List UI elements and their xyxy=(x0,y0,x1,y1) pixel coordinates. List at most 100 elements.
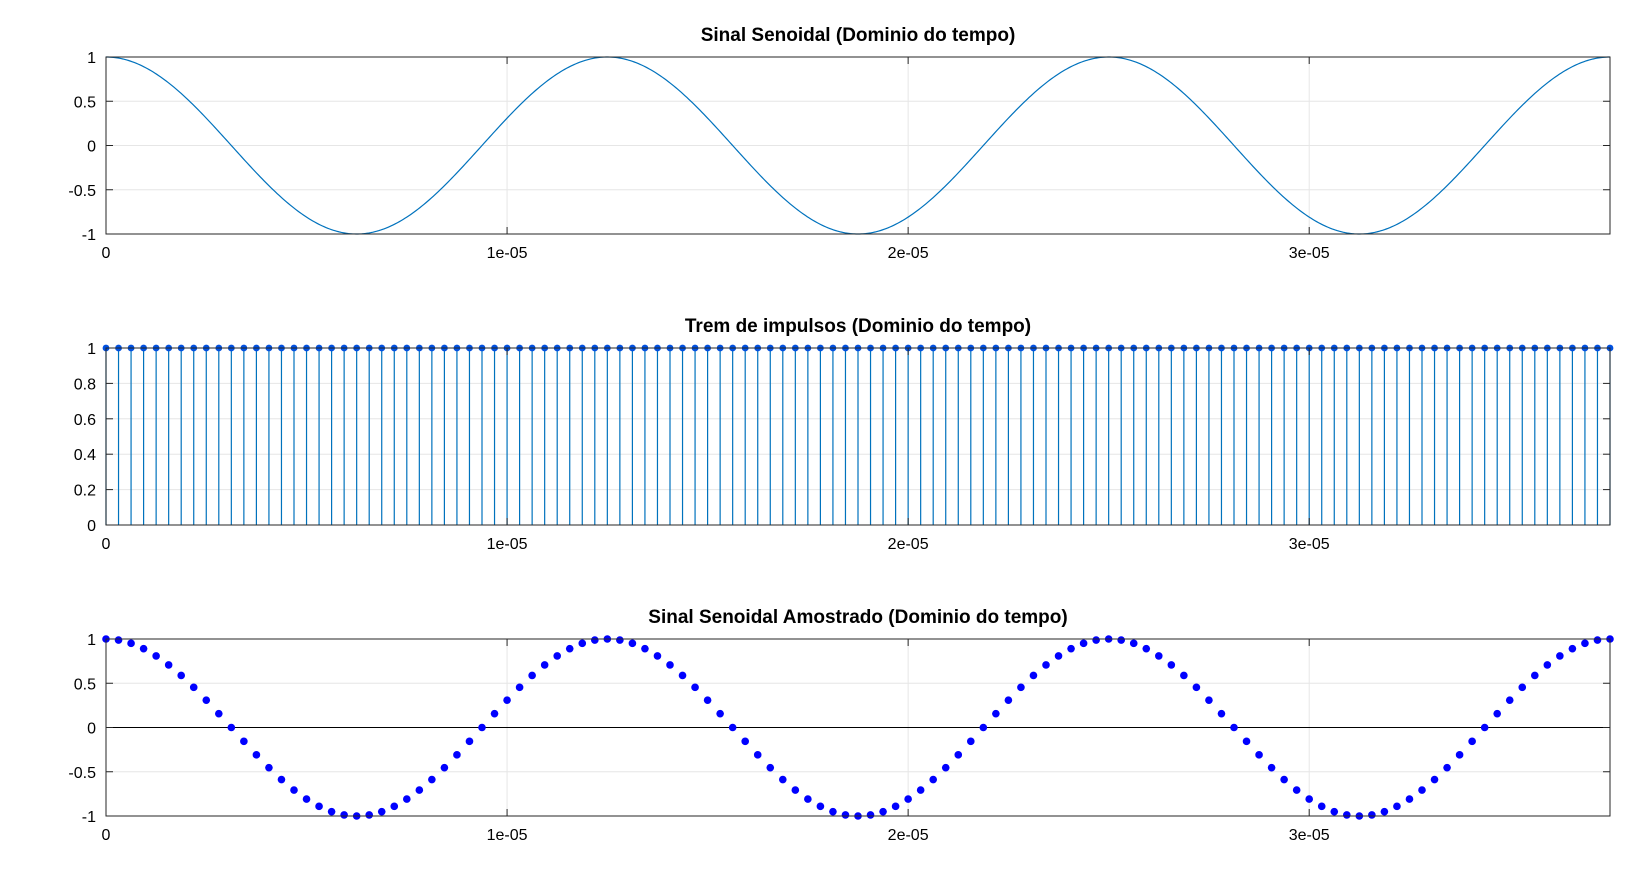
sampled-ytick-label-0: 1 xyxy=(87,632,96,649)
sampled-sine-plot-title: Sinal Senoidal Amostrado (Dominio do tem… xyxy=(648,607,1067,628)
impulse-train-plot-title: Trem de impulsos (Dominio do tempo) xyxy=(685,316,1031,337)
sampled-sample-point-2 xyxy=(127,639,135,648)
sampled-sample-point-119 xyxy=(1593,636,1602,644)
sampled-sample-point-78 xyxy=(1079,639,1088,648)
sampled-ytick-label-4: -1 xyxy=(82,809,96,826)
sampled-sample-point-70 xyxy=(979,723,988,732)
sampled-sample-point-82 xyxy=(1129,639,1138,648)
sampled-sample-point-38 xyxy=(578,639,587,648)
sampled-sample-point-14 xyxy=(277,775,286,784)
sine-xtick-label-2: 2e-05 xyxy=(888,245,929,262)
sampled-sample-point-58 xyxy=(829,807,837,816)
sampled-sample-point-112 xyxy=(1505,696,1514,704)
sine-ytick-label-1: 0.5 xyxy=(74,94,96,111)
sampled-sample-point-62 xyxy=(879,807,887,816)
sampled-sample-point-39 xyxy=(591,636,599,644)
sine-plot-panel: Sinal Senoidal (Dominio do tempo) 0 1e-05… xyxy=(68,25,1611,262)
sampled-sample-point-50 xyxy=(728,723,737,732)
sampled-sample-point-108 xyxy=(1455,751,1464,759)
sine-ytick-label-4: -1 xyxy=(82,227,96,244)
sampled-sample-point-31 xyxy=(490,709,499,718)
sampled-sample-point-84 xyxy=(1155,652,1163,660)
sampled-sample-point-41 xyxy=(616,636,624,644)
sampled-sample-point-55 xyxy=(791,786,800,794)
sampled-sample-point-106 xyxy=(1430,775,1439,784)
sampled-sample-point-49 xyxy=(716,709,724,718)
sampled-sample-point-6 xyxy=(177,671,185,680)
impulse-ytick-label-2: 0.6 xyxy=(74,412,96,429)
sampled-sample-point-19 xyxy=(340,811,348,819)
sampled-sample-point-7 xyxy=(189,683,198,692)
impulse-axes-frame xyxy=(105,347,1611,526)
sampled-sample-point-17 xyxy=(315,802,323,811)
sine-ytick-label-2: 0 xyxy=(87,139,96,156)
sampled-sample-point-89 xyxy=(1217,709,1226,718)
impulse-ytick-label-0: 1 xyxy=(87,341,96,358)
sampled-sample-point-59 xyxy=(841,811,850,819)
impulse-ytick-label-3: 0.4 xyxy=(74,447,96,464)
sampled-sample-point-36 xyxy=(553,652,561,660)
sampled-sample-point-87 xyxy=(1192,683,1201,692)
sampled-sample-point-32 xyxy=(503,696,511,704)
sampled-sample-point-67 xyxy=(941,763,950,772)
sampled-sample-point-46 xyxy=(678,671,687,680)
sampled-sample-point-66 xyxy=(929,775,937,784)
sampled-sample-point-90 xyxy=(1230,723,1238,732)
sampled-sample-point-79 xyxy=(1092,636,1100,644)
impulse-train-plot-panel: Trem de impulsos (Dominio do tempo) 0 1e-… xyxy=(74,316,1614,553)
sampled-sample-point-117 xyxy=(1568,644,1577,653)
sampled-sample-point-72 xyxy=(1004,696,1013,704)
sampled-sample-point-61 xyxy=(866,811,875,819)
sampled-sample-point-52 xyxy=(753,751,762,759)
impulse-ytick-label-4: 0.2 xyxy=(74,483,96,500)
impulse-xtick-label-0: 0 xyxy=(102,536,111,553)
sine-xtick-label-3: 3e-05 xyxy=(1289,245,1330,262)
sampled-sample-point-97 xyxy=(1317,802,1326,811)
sampled-sample-point-96 xyxy=(1305,795,1313,803)
sampled-sample-point-12 xyxy=(252,751,261,759)
sampled-sample-point-65 xyxy=(916,786,925,794)
sampled-sine-plot-panel: Sinal Senoidal Amostrado (Dominio do tem… xyxy=(68,607,1614,844)
sampled-sample-point-56 xyxy=(804,795,812,803)
sampled-xtick-label-3: 3e-05 xyxy=(1289,827,1330,844)
sampled-sample-point-88 xyxy=(1205,696,1213,704)
sampled-xtick-label-2: 2e-05 xyxy=(888,827,929,844)
sampled-sample-point-113 xyxy=(1518,683,1527,692)
sampled-sample-point-74 xyxy=(1029,671,1038,680)
sampled-sample-point-25 xyxy=(415,786,424,794)
sampled-sample-point-95 xyxy=(1292,786,1301,794)
sampled-sample-point-3 xyxy=(139,644,148,653)
sampled-sample-point-115 xyxy=(1543,661,1552,669)
sampled-sample-point-53 xyxy=(766,763,775,772)
sampled-sample-point-109 xyxy=(1468,737,1476,746)
sampled-xtick-label-0: 0 xyxy=(102,827,111,844)
sampled-sample-point-63 xyxy=(891,802,900,811)
sampled-sample-point-77 xyxy=(1067,644,1075,653)
sampled-sample-point-15 xyxy=(290,786,298,794)
sampled-sample-point-24 xyxy=(403,795,411,803)
sampled-sample-point-23 xyxy=(390,802,399,811)
sampled-sample-point-85 xyxy=(1167,661,1176,669)
sampled-sample-point-27 xyxy=(440,763,449,772)
sampled-sample-point-76 xyxy=(1054,652,1063,660)
sampled-sample-point-101 xyxy=(1368,811,1376,819)
sampled-sample-point-103 xyxy=(1393,802,1401,811)
impulse-xtick-label-1: 1e-05 xyxy=(487,536,528,553)
sine-xtick-label-1: 1e-05 xyxy=(487,245,528,262)
sampled-sample-point-44 xyxy=(653,652,662,660)
sampled-sample-point-5 xyxy=(164,661,173,669)
sampled-sample-point-93 xyxy=(1267,763,1276,772)
sampled-sample-point-45 xyxy=(666,661,674,669)
sampled-sample-point-10 xyxy=(227,723,236,732)
sampled-sample-point-104 xyxy=(1405,795,1414,803)
sine-xtick-label-0: 0 xyxy=(102,245,111,262)
sampled-sample-point-34 xyxy=(528,671,536,680)
sampled-ytick-label-1: 0.5 xyxy=(74,676,96,693)
sampled-sample-point-33 xyxy=(515,683,524,692)
sampled-sample-point-29 xyxy=(465,737,474,746)
sampled-sample-point-86 xyxy=(1180,671,1188,680)
sampled-sample-point-9 xyxy=(215,709,223,718)
sampled-sample-point-116 xyxy=(1556,652,1564,660)
sampled-sample-point-21 xyxy=(365,811,374,819)
